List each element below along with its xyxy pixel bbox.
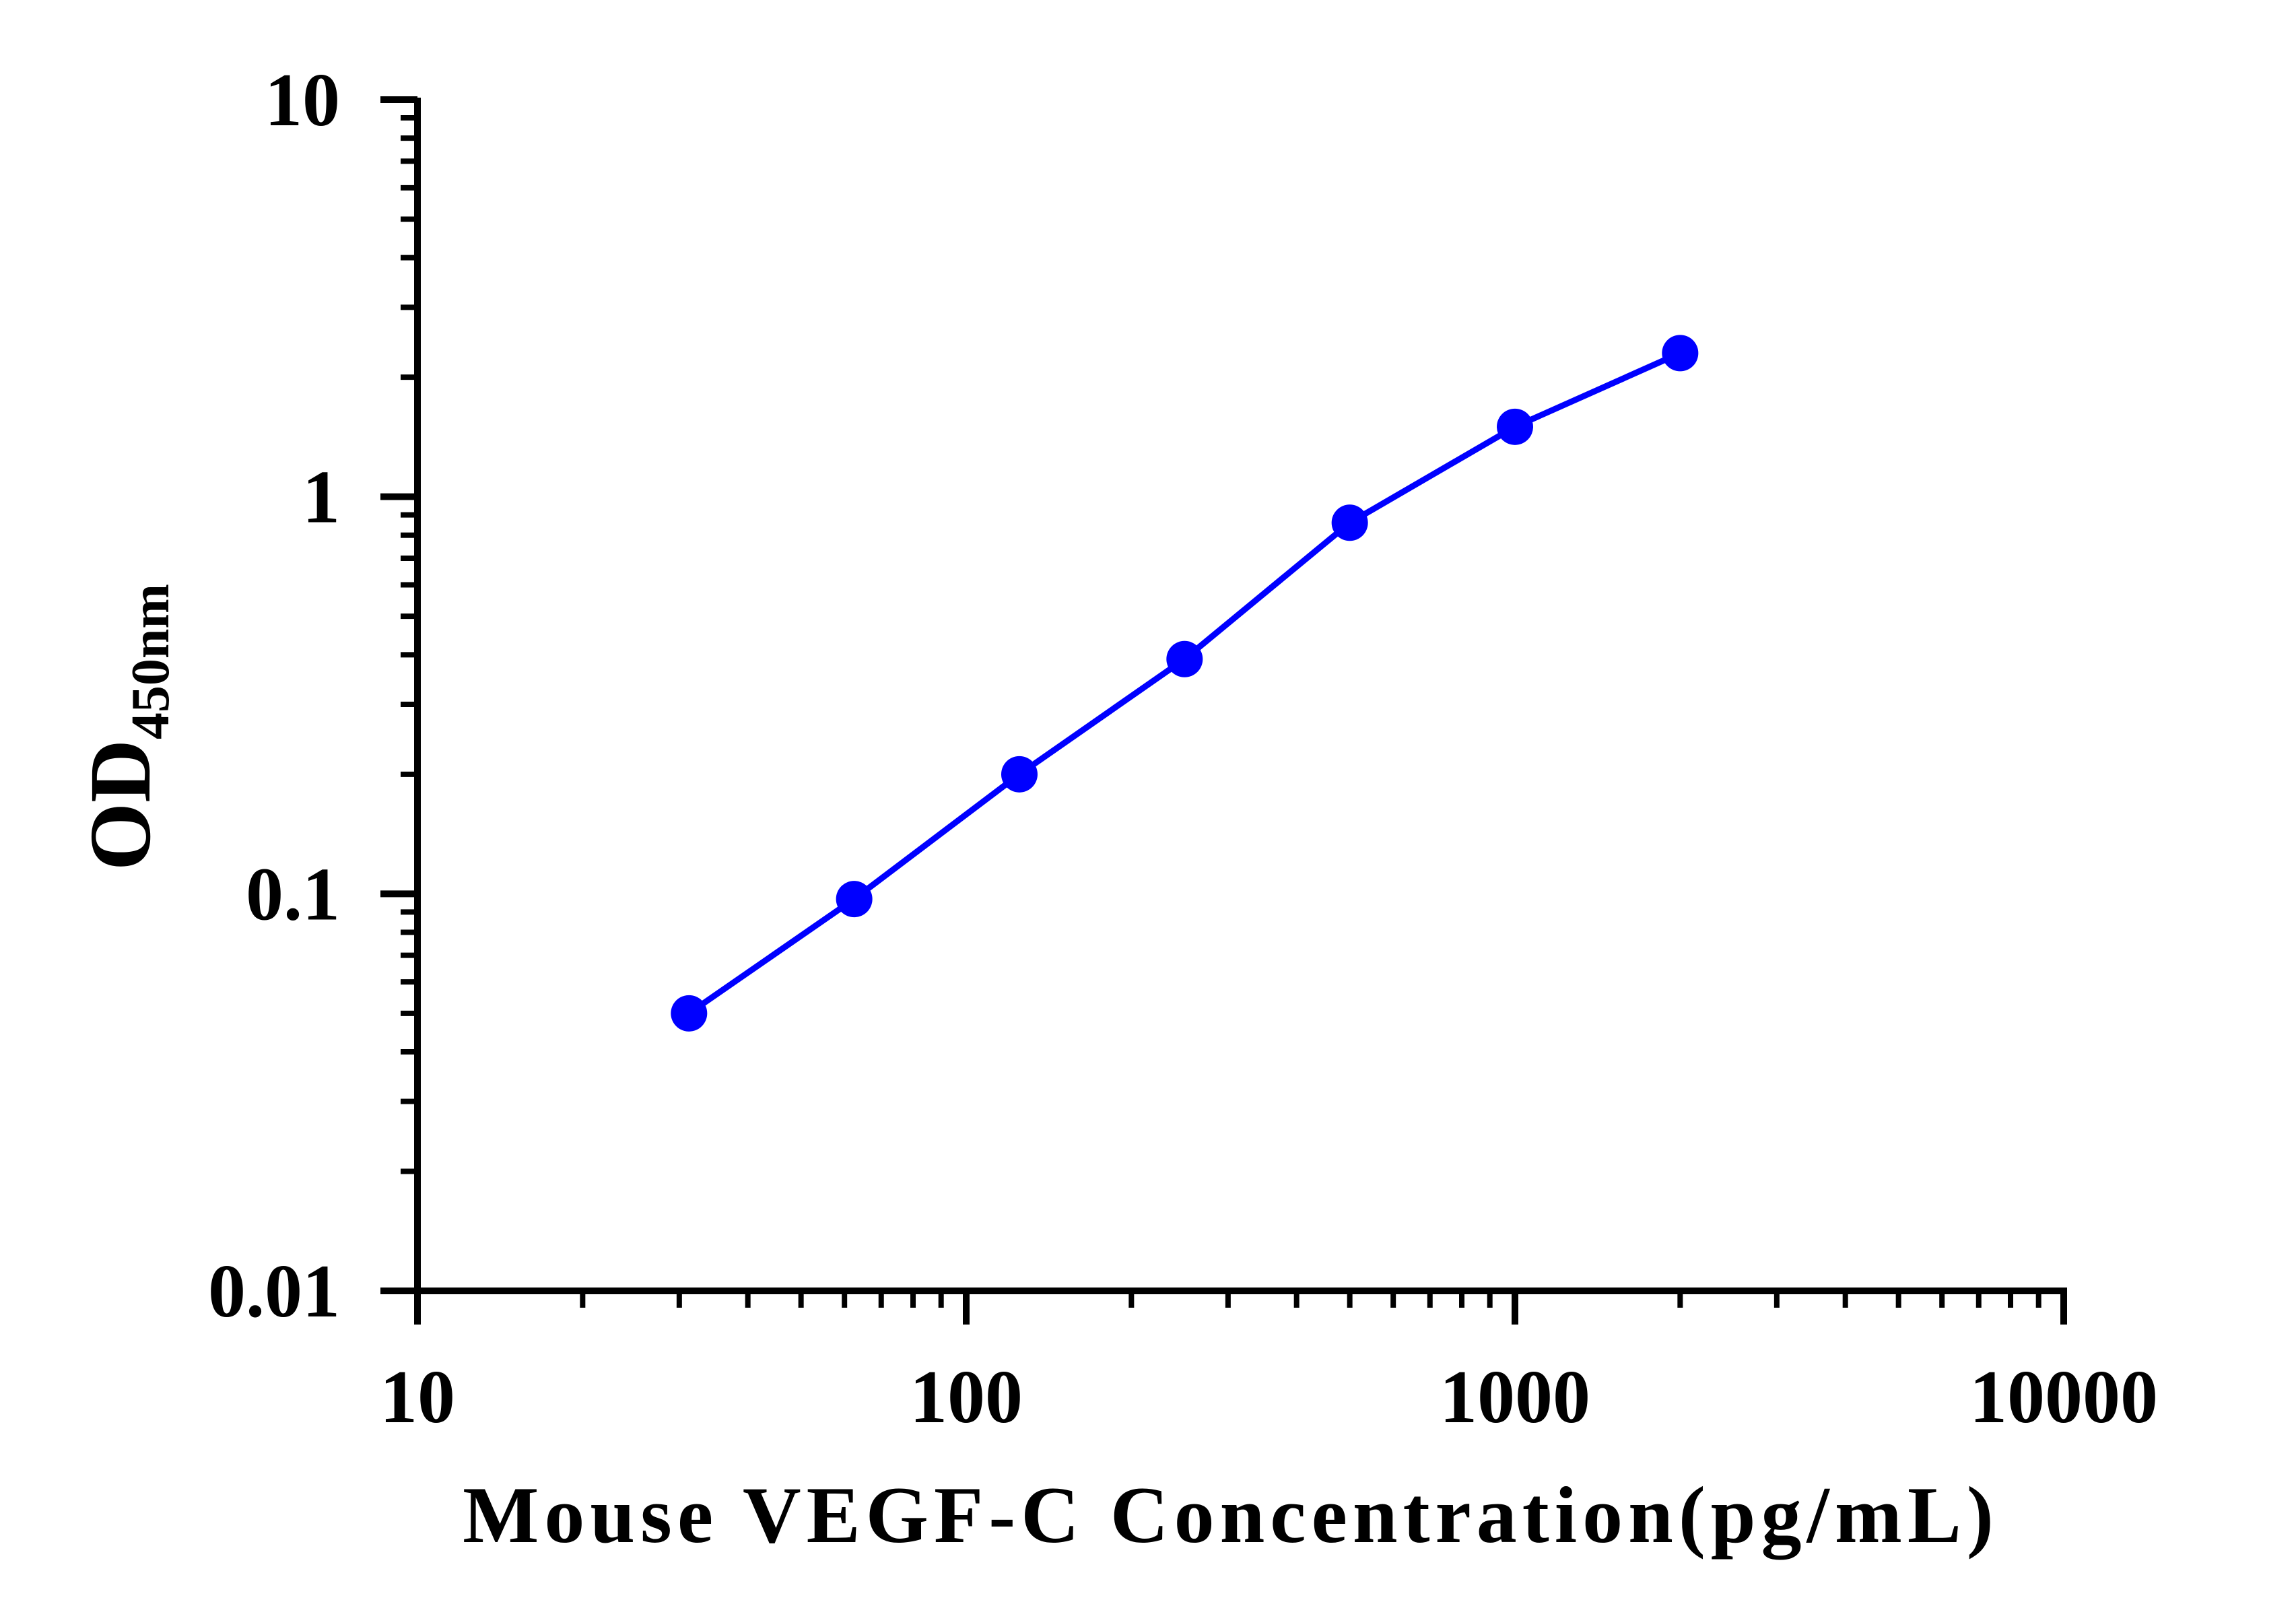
x-tick-label: 10000 — [1969, 1356, 2158, 1439]
y-axis-title-sub: 450nm — [121, 584, 180, 739]
data-point — [1497, 408, 1533, 445]
x-axis-title: Mouse VEGF-C Concentration(pg/mL) — [463, 1470, 1999, 1560]
ticks: 10 100 1000 10000 0.01 0.1 1 10 — [208, 59, 2158, 1439]
axes — [414, 98, 2067, 1294]
data-point — [1166, 640, 1203, 677]
y-tick-label: 0.1 — [246, 853, 340, 936]
y-tick-label: 10 — [265, 59, 340, 142]
x-tick-label: 10 — [380, 1356, 455, 1439]
y-axis-title-main: OD — [72, 739, 169, 871]
x-tick-label: 1000 — [1440, 1356, 1590, 1439]
series-layer — [671, 335, 1699, 1032]
y-axis-title: OD450nm — [72, 584, 180, 871]
y-tick-label: 1 — [302, 456, 340, 539]
data-point — [1001, 756, 1038, 793]
data-point — [836, 881, 873, 918]
series-line — [687, 350, 1682, 1016]
data-point — [1662, 335, 1699, 372]
x-tick-label: 100 — [910, 1356, 1023, 1439]
data-point — [671, 995, 708, 1032]
y-tick-label: 0.01 — [208, 1250, 340, 1333]
data-point — [1331, 504, 1368, 541]
